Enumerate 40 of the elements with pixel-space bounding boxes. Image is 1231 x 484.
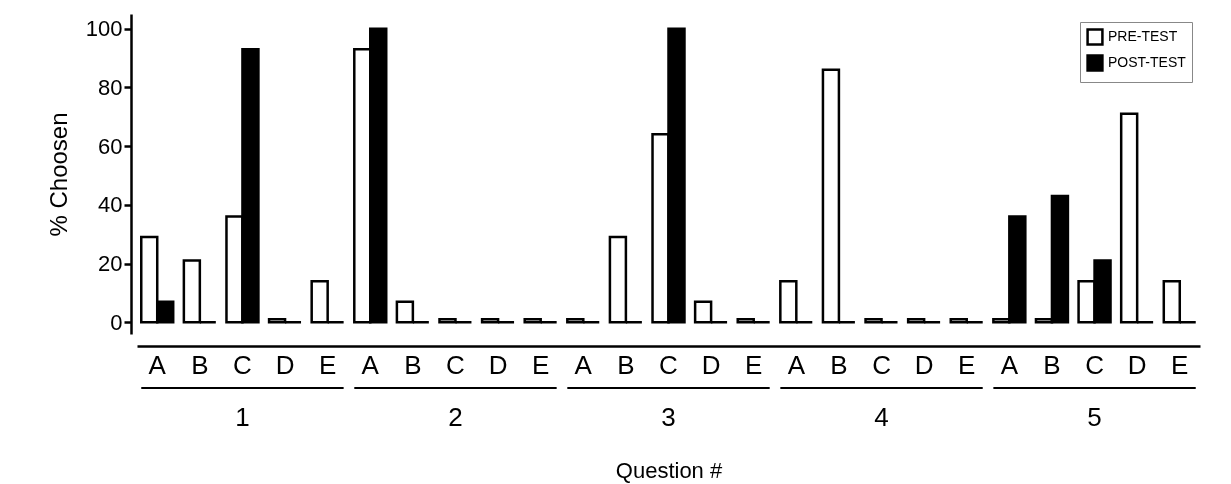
x-tick-label: D <box>275 349 295 380</box>
x-tick-label: D <box>914 349 934 380</box>
x-tick-label: C <box>872 349 891 380</box>
x-tick-label: D <box>701 349 721 380</box>
x-axis-title: Question # <box>615 457 723 483</box>
x-tick-label: A <box>1000 349 1019 380</box>
x-tick-label: A <box>574 349 593 380</box>
x-tick-label: C <box>1085 349 1104 380</box>
y-tick-label: 0 <box>110 309 123 335</box>
legend-label: POST-TEST <box>1108 54 1187 70</box>
x-tick-label: D <box>488 349 508 380</box>
x-tick-label: C <box>659 349 678 380</box>
x-tick-label: B <box>191 349 209 380</box>
x-tick-label: E <box>1171 349 1189 380</box>
y-tick-label: 100 <box>85 16 123 42</box>
x-tick-label: A <box>148 349 167 380</box>
text: 2 <box>448 402 463 432</box>
legend-label: PRE-TEST <box>1108 28 1178 44</box>
text: 1 <box>235 402 250 432</box>
y-tick-label: 60 <box>98 133 123 159</box>
x-tick-label: A <box>361 349 380 380</box>
x-tick-label: C <box>446 349 465 380</box>
x-tick-label: B <box>404 349 422 380</box>
x-tick-label: E <box>318 349 337 380</box>
y-axis-title: % Choosen <box>44 112 72 237</box>
x-tick-label: E <box>532 349 550 380</box>
x-tick-label: B <box>1043 349 1061 380</box>
y-tick-label: 80 <box>98 74 123 100</box>
x-tick-label: A <box>787 349 806 380</box>
text: 4 <box>874 402 889 432</box>
y-tick-label: 40 <box>98 192 123 218</box>
text: 5 <box>1087 402 1102 432</box>
x-tick-label: C <box>233 349 252 380</box>
x-tick-label: E <box>745 349 763 380</box>
text: 3 <box>661 402 676 432</box>
x-tick-label: B <box>830 349 848 380</box>
y-tick-label: 20 <box>98 251 123 277</box>
x-tick-label: D <box>1127 349 1147 380</box>
x-tick-label: B <box>617 349 635 380</box>
x-tick-label: E <box>958 349 976 380</box>
